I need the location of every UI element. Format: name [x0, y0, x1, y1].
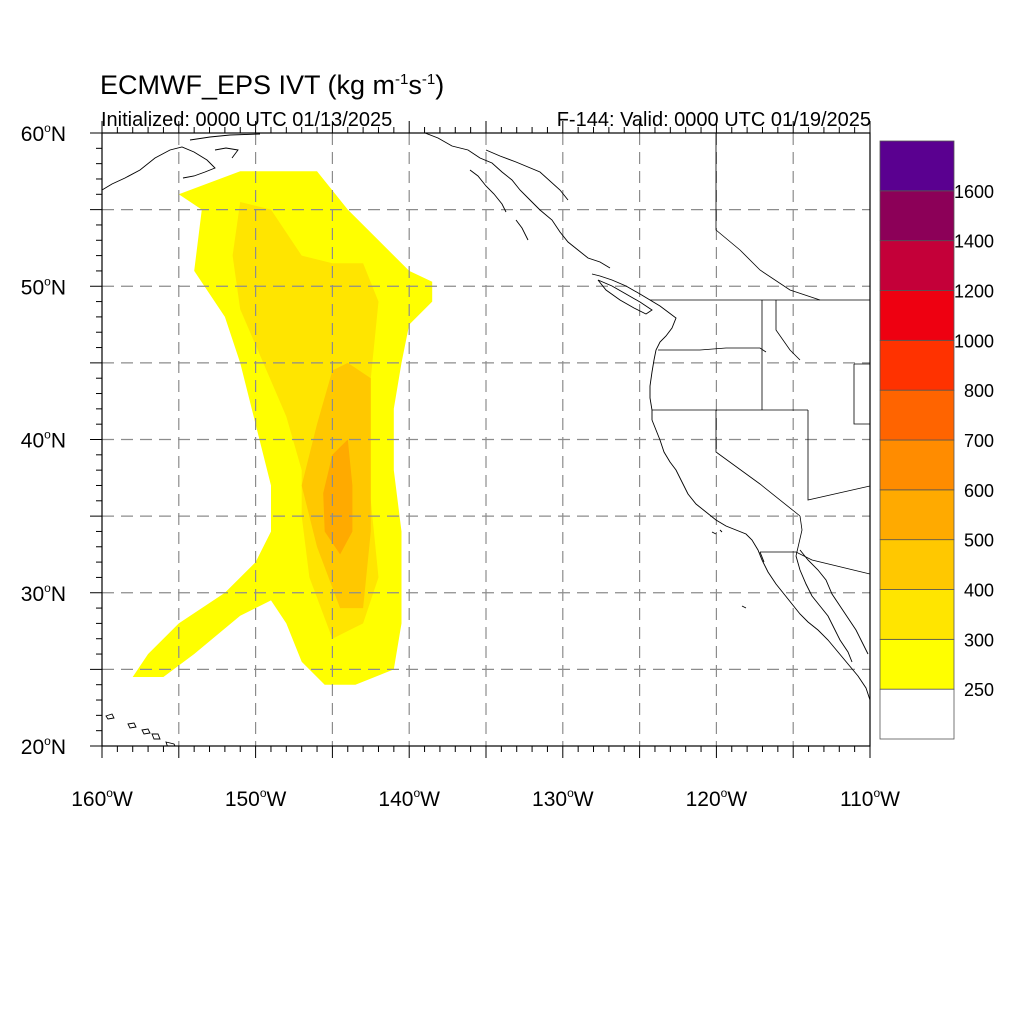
colorbar-label: 700	[964, 431, 994, 451]
lon-tick-label: 130oW	[532, 786, 594, 811]
colorbar: 250 300 400 500 600 700 800 1000 1200 1400 1600	[879, 140, 994, 740]
lat-tick-label: 40oN	[21, 428, 66, 453]
bc-alberta-border	[715, 133, 821, 301]
lon-tick-label: 140oW	[378, 786, 440, 811]
alaska-coastline	[102, 133, 611, 269]
colorbar-label: 1000	[954, 331, 994, 351]
colorbar-label: 1200	[954, 282, 994, 302]
colorbar-swatch	[879, 688, 955, 740]
axis-ticks	[90, 121, 871, 758]
lat-tick-label: 50oN	[21, 274, 66, 299]
lon-tick-label: 110oW	[840, 786, 900, 811]
valid-time-subtitle: F-144: Valid: 0000 UTC 01/19/2025	[556, 109, 871, 131]
colorbar-swatch	[879, 240, 955, 291]
colorbar-label: 400	[964, 581, 994, 601]
gulf-of-california-east	[799, 549, 869, 655]
lon-tick-label: 150oW	[225, 786, 287, 811]
alaska-panhandle-islands	[469, 149, 569, 241]
colorbar-swatch	[879, 589, 955, 640]
colorbar-swatch	[879, 539, 955, 590]
arizona-california-border	[795, 515, 803, 557]
colorbar-swatch	[879, 140, 955, 192]
california-coastline	[651, 419, 870, 701]
colorbar-label: 1400	[954, 232, 994, 252]
lat-tick-label: 20oN	[21, 734, 66, 759]
map-title: ECMWF_EPS IVT (kg m-1s-1)	[100, 70, 445, 100]
nevada-border	[715, 410, 870, 517]
lon-tick-label: 120oW	[686, 786, 748, 811]
baja-california	[759, 551, 853, 663]
ivt-shading	[132, 171, 433, 685]
idaho-border	[761, 300, 801, 410]
washington-oregon-border	[658, 347, 767, 353]
utah-border	[853, 363, 870, 425]
vancouver-island	[597, 279, 653, 315]
init-time-subtitle: Initialized: 0000 UTC 01/13/2025	[101, 109, 393, 131]
colorbar-label: 500	[964, 531, 994, 551]
hawaii-islands	[105, 713, 176, 746]
colorbar-swatch	[879, 489, 955, 541]
lat-lon-grid	[102, 133, 870, 746]
ivt-contour-500-600	[323, 439, 353, 555]
lon-tick-label: 160oW	[71, 786, 133, 811]
colorbar-swatch	[879, 190, 955, 242]
channel-islands	[711, 529, 747, 609]
colorbar-swatch	[879, 638, 955, 690]
colorbar-label: 300	[964, 630, 994, 650]
axis-labels: 160oW 150oW 140oW 130oW 120oW 110oW 60oN 50oN 40…	[21, 121, 900, 811]
colorbar-label: 800	[964, 381, 994, 401]
colorbar-swatch	[879, 290, 955, 341]
colorbar-label: 250	[964, 680, 994, 700]
colorbar-label: 600	[964, 481, 994, 501]
colorbar-swatch	[879, 439, 955, 491]
lat-tick-label: 30oN	[21, 581, 66, 606]
colorbar-label: 1600	[954, 182, 994, 202]
mexico-border	[760, 551, 870, 575]
lat-tick-label: 60oN	[21, 121, 66, 146]
pacific-northwest-coastline	[591, 273, 677, 420]
colorbar-swatch	[879, 339, 955, 391]
state-borders	[650, 133, 870, 575]
colorbar-swatch	[879, 389, 955, 441]
coastlines	[102, 133, 870, 746]
